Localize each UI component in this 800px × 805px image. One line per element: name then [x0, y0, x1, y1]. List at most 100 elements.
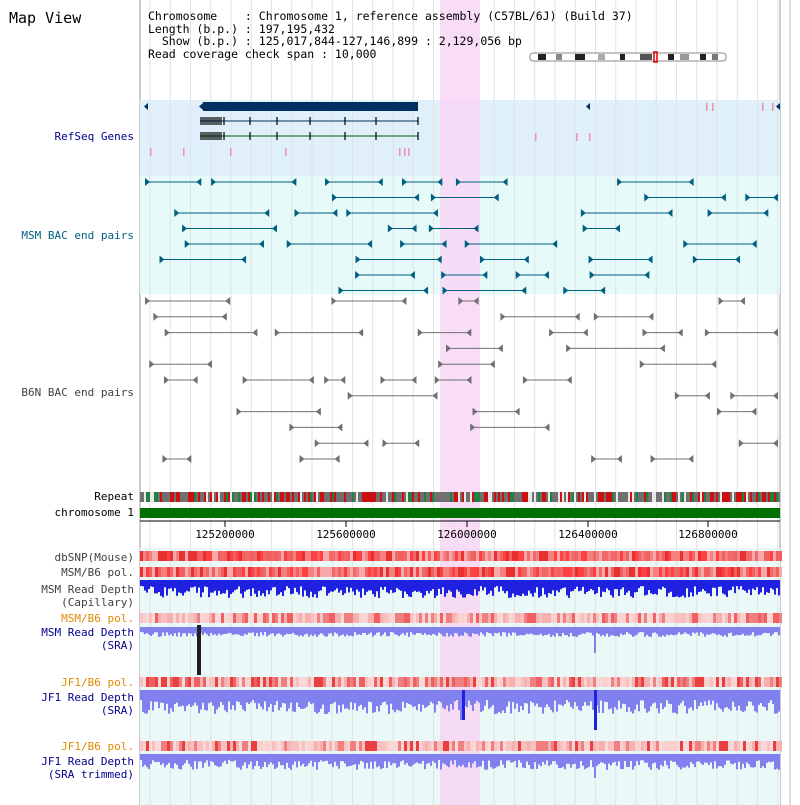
jf1-pol-heat-cell: [179, 677, 182, 687]
repeat-segment: [576, 492, 578, 502]
jf1-pol-heat-cell: [650, 677, 653, 687]
dbsnp-heat-cell: [290, 551, 293, 561]
msm-sra-depth-bar: [734, 627, 736, 636]
msm-pol2-heat-cell: [707, 613, 710, 623]
jf1-pol2-heat-cell: [710, 741, 713, 751]
jf1-sra-depth-bar: [698, 690, 700, 707]
jf1-sra-depth-bar: [350, 690, 352, 703]
jf1-pol-heat-cell: [275, 677, 278, 687]
msm-pol2-heat-cell: [596, 613, 599, 623]
msm-pol2-heat-cell: [287, 613, 290, 623]
track-label-jf1-pol-1[interactable]: JF1/B6 pol.: [61, 676, 134, 689]
track-label-dbsnp[interactable]: dbSNP(Mouse): [54, 551, 134, 564]
repeat-segment: [666, 492, 668, 502]
jf1-trimmed-depth-bar: [772, 754, 774, 762]
msm-pol-heat-cell: [191, 567, 194, 577]
msm-capillary-depth-bar: [728, 580, 730, 591]
msm-capillary-depth-bar: [520, 580, 522, 597]
msm-sra-depth-bar: [142, 627, 144, 633]
jf1-sra-depth-bar: [592, 690, 594, 710]
msm-pol-heat-cell: [413, 567, 416, 577]
jf1-pol2-heat-cell: [221, 741, 224, 751]
dbsnp-heat-cell: [539, 551, 542, 561]
track-label-repeat[interactable]: Repeat: [94, 490, 134, 503]
jf1-pol2-heat-cell: [521, 741, 524, 751]
jf1-pol-heat-cell: [731, 677, 734, 687]
msm-bac-pair-end: [515, 271, 521, 279]
jf1-pol-heat-cell: [218, 677, 221, 687]
dbsnp-heat-cell: [686, 551, 689, 561]
jf1-pol-heat-cell: [584, 677, 587, 687]
jf1-pol2-heat-cell: [422, 741, 425, 751]
jf1-pol2-heat-cell: [299, 741, 302, 751]
msm-pol2-heat-cell: [761, 613, 764, 623]
msm-capillary-depth-bar: [584, 580, 586, 594]
jf1-pol-heat-cell: [299, 677, 302, 687]
dbsnp-heat-cell: [536, 551, 539, 561]
track-label-jf1-depth-trimmed[interactable]: JF1 Read Depth: [41, 755, 134, 768]
jf1-trimmed-depth-bar: [384, 754, 386, 762]
dbsnp-heat-cell: [281, 551, 284, 561]
msm-capillary-depth-bar: [614, 580, 616, 590]
jf1-trimmed-depth-bar: [280, 754, 282, 766]
dbsnp-heat-cell: [446, 551, 449, 561]
jf1-trimmed-depth-bar: [536, 754, 538, 769]
jf1-trimmed-depth-bar: [656, 754, 658, 769]
track-label-b6n-bac[interactable]: B6N BAC end pairs: [21, 386, 134, 399]
jf1-trimmed-depth-bar: [548, 754, 550, 767]
repeat-segment: [548, 492, 550, 502]
track-label-jf1-pol-2[interactable]: JF1/B6 pol.: [61, 740, 134, 753]
msm-capillary-depth-bar: [160, 580, 162, 596]
msm-capillary-depth-bar: [252, 580, 254, 589]
msm-sra-depth-bar: [656, 627, 658, 634]
dbsnp-heat-cell: [530, 551, 533, 561]
msm-pol2-heat-cell: [317, 613, 320, 623]
track-label-msm-depth-sra[interactable]: MSM Read Depth: [41, 626, 134, 639]
jf1-pol-heat-cell: [353, 677, 356, 687]
msm-capillary-depth-bar: [330, 580, 332, 592]
jf1-sra-depth-bar: [740, 690, 742, 711]
jf1-pol2-heat-cell: [191, 741, 194, 751]
jf1-pol2-heat-cell: [173, 741, 176, 751]
msm-sra-depth-bar: [648, 627, 650, 637]
msm-pol-heat-cell: [752, 567, 755, 577]
msm-capillary-depth-bar: [428, 580, 430, 594]
jf1-pol2-heat-cell: [491, 741, 494, 751]
track-label-msm-bac[interactable]: MSM BAC end pairs: [21, 229, 134, 242]
msm-capillary-depth-bar: [376, 580, 378, 592]
track-label-chromosome[interactable]: chromosome 1: [54, 506, 134, 519]
track-label-refseq[interactable]: RefSeq Genes: [54, 130, 134, 143]
jf1-pol2-heat-cell: [509, 741, 512, 751]
jf1-sra-depth-bar: [670, 690, 672, 705]
msm-pol-heat-cell: [242, 567, 245, 577]
jf1-sra-depth-bar: [744, 690, 746, 711]
msm-sra-depth-bar: [778, 627, 780, 636]
repeat-segment: [386, 492, 388, 502]
jf1-sra-depth-bar: [614, 690, 616, 708]
dbsnp-heat-cell: [203, 551, 206, 561]
jf1-pol2-heat-cell: [218, 741, 221, 751]
msm-bac-pair-end: [441, 240, 447, 248]
b6n-bac-pair-end: [347, 391, 353, 400]
jf1-trimmed-depth-bar: [616, 754, 618, 766]
msm-capillary-depth-bar: [400, 580, 402, 591]
msm-capillary-depth-bar: [194, 580, 196, 587]
jf1-trimmed-depth-bar: [248, 754, 250, 765]
msm-pol-heat-cell: [491, 567, 494, 577]
track-label-msm-depth-capillary[interactable]: MSM Read Depth: [41, 583, 134, 596]
jf1-pol2-heat-cell: [671, 741, 674, 751]
jf1-pol-heat-cell: [743, 677, 746, 687]
jf1-pol-heat-cell: [344, 677, 347, 687]
msm-pol2-heat-cell: [728, 613, 731, 623]
track-label-msm-pol-2[interactable]: MSM/B6 pol.: [61, 612, 134, 625]
track-label-msm-pol-1[interactable]: MSM/B6 pol.: [61, 566, 134, 579]
track-label-jf1-depth-sra[interactable]: JF1 Read Depth: [41, 691, 134, 704]
msm-pol2-heat-cell: [701, 613, 704, 623]
jf1-sra-depth-bar: [510, 690, 512, 714]
msm-pol-heat-cell: [218, 567, 221, 577]
msm-bac-pair-end: [291, 178, 297, 186]
dbsnp-heat-cell: [338, 551, 341, 561]
msm-sra-depth-bar: [674, 627, 676, 636]
jf1-trimmed-depth-bar: [496, 754, 498, 767]
